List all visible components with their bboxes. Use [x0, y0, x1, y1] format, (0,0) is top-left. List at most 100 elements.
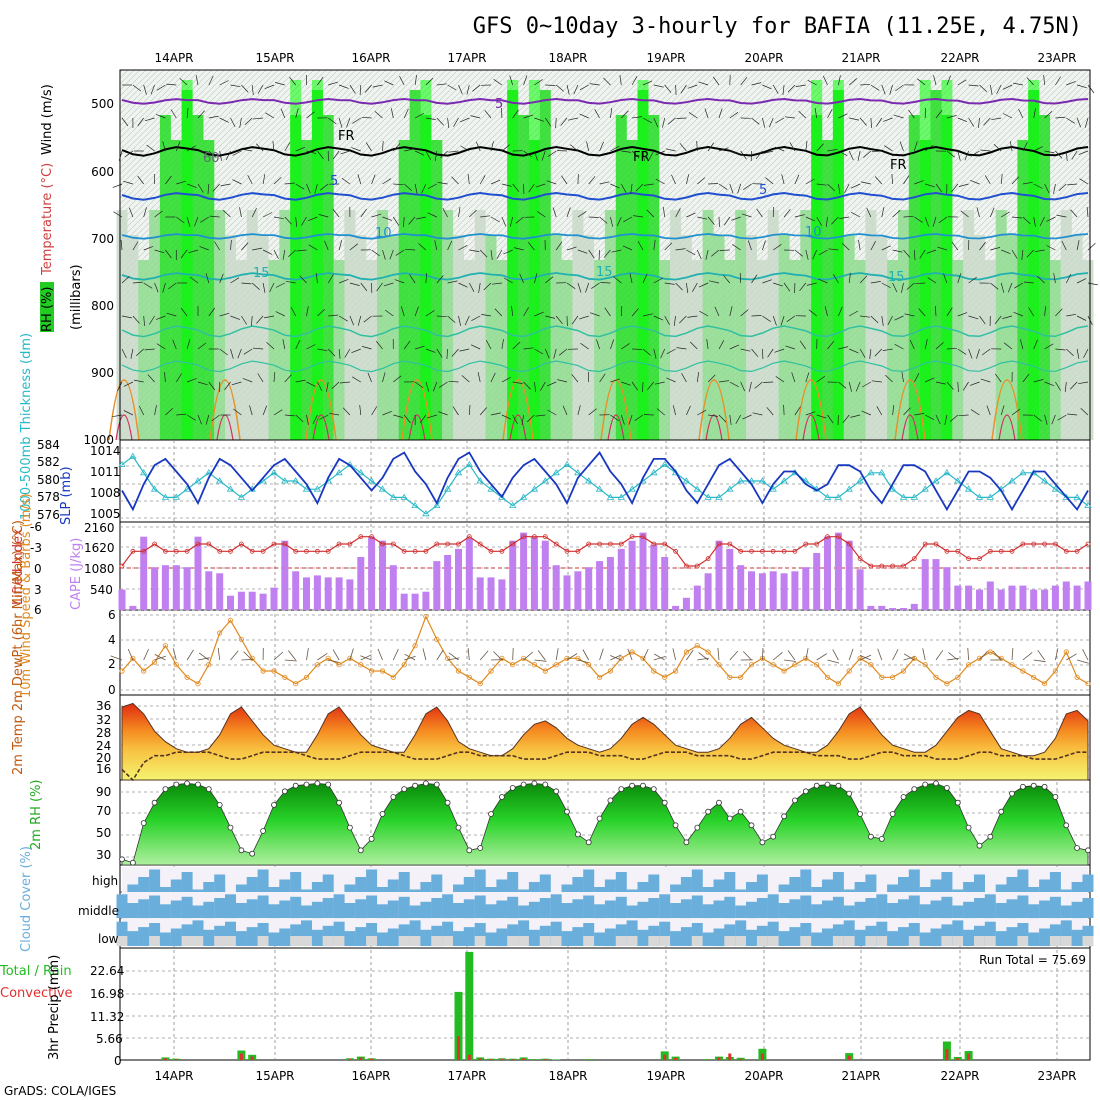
wind-barb	[501, 376, 511, 383]
cape-bar	[997, 589, 1005, 610]
wind-barb	[390, 108, 394, 119]
ytick: 4	[108, 633, 116, 647]
wind-barb	[718, 380, 729, 383]
wind10-barb	[935, 649, 944, 661]
wind-barb	[660, 348, 666, 359]
rh-shade-column	[572, 210, 584, 440]
cloud-low-gray	[941, 936, 953, 946]
wind-barb	[933, 75, 937, 86]
wind-barb	[545, 117, 552, 127]
wind-barb	[503, 277, 513, 284]
wind-barb	[859, 117, 867, 126]
wind-barb	[154, 249, 165, 254]
wind-barb	[408, 216, 416, 225]
wind-barb	[253, 117, 264, 120]
rh2m-marker	[878, 836, 885, 842]
cloud-cell	[507, 896, 519, 919]
wind-barb	[915, 282, 926, 285]
cloud-cell	[420, 901, 432, 919]
wind-barb	[566, 246, 577, 251]
wind-barb	[351, 147, 361, 152]
wind-barb	[794, 249, 803, 257]
wind-barb	[1033, 216, 1036, 227]
wind-barb	[799, 340, 807, 350]
wind-barb	[266, 342, 275, 350]
cloud-cell	[604, 900, 616, 918]
thickness-marker	[975, 493, 984, 500]
rh2m-marker	[954, 799, 961, 806]
thickness-marker	[400, 493, 408, 500]
cloud-cell	[822, 928, 833, 947]
wind-barb	[566, 207, 571, 218]
wind-barb	[546, 381, 557, 387]
wind-barb	[382, 410, 392, 416]
wind-barb	[364, 84, 372, 93]
cloud-cell	[225, 921, 236, 946]
wind-barb	[681, 373, 687, 383]
cloud-cell	[507, 924, 519, 946]
wind10-marker	[119, 668, 125, 674]
cloud-low-gray	[322, 936, 334, 946]
cape-bar	[205, 571, 213, 610]
wind-barb	[523, 381, 531, 390]
wind-barb	[892, 405, 895, 416]
cloud-cell	[344, 903, 356, 918]
wind-barb	[577, 173, 579, 185]
wind-barb	[768, 117, 774, 128]
wind-barb	[762, 348, 764, 360]
li-marker	[836, 534, 841, 540]
wind10-barb	[287, 650, 297, 661]
wind10-marker	[900, 668, 907, 674]
wind-barb	[367, 372, 372, 383]
freezing-level-line	[121, 145, 1089, 157]
cloud-cell	[322, 898, 334, 918]
wind-barb	[958, 183, 969, 187]
cloud-cell	[680, 927, 692, 946]
cloud-cell	[594, 932, 606, 946]
wind-barb	[838, 381, 847, 389]
contour-10-line	[121, 233, 1089, 240]
wind-barb	[468, 404, 471, 416]
cloud-cell	[453, 903, 464, 918]
thickness-marker	[270, 469, 278, 476]
wind-barb	[632, 348, 643, 350]
wind-barb	[698, 81, 709, 86]
cloud-cell	[724, 872, 736, 892]
cloud-cell	[246, 927, 258, 946]
wind-barb	[560, 117, 568, 126]
wind-barb	[610, 145, 620, 152]
wind-barb	[186, 107, 189, 119]
precip-total-bar	[454, 991, 463, 1060]
thickness-marker	[1062, 493, 1070, 500]
wind-barb	[925, 183, 935, 188]
wind-barb	[166, 83, 177, 86]
wind-barb	[448, 380, 459, 383]
rh-shade-column	[496, 260, 508, 440]
wind10-barb	[816, 653, 828, 661]
wind-barb	[943, 273, 948, 284]
wind-barb	[642, 150, 645, 161]
rh2m-marker	[216, 802, 223, 808]
wind-barb	[338, 348, 341, 359]
wind10-marker	[662, 674, 668, 680]
cloud-cell	[789, 877, 801, 892]
cloud-cell	[854, 929, 866, 946]
cloud-cell	[735, 889, 747, 892]
wind-barb	[838, 346, 849, 350]
cloud-cell	[854, 901, 866, 919]
wind-barb	[414, 381, 424, 389]
thickness-marker	[118, 460, 126, 467]
wind-barb	[1087, 84, 1095, 94]
wind10-barb	[992, 650, 1002, 661]
rh-shade-column	[876, 235, 888, 440]
cloud-cell	[485, 904, 497, 919]
wind-barb	[1044, 183, 1050, 194]
thickness-marker	[378, 485, 387, 492]
li-marker	[228, 548, 233, 554]
cloud-cell	[301, 920, 312, 946]
rh2m-marker	[1074, 845, 1080, 851]
wind-barb	[186, 183, 197, 188]
wind-barb	[1067, 183, 1078, 186]
warm-contour	[305, 379, 337, 441]
wind-barb	[451, 348, 459, 357]
